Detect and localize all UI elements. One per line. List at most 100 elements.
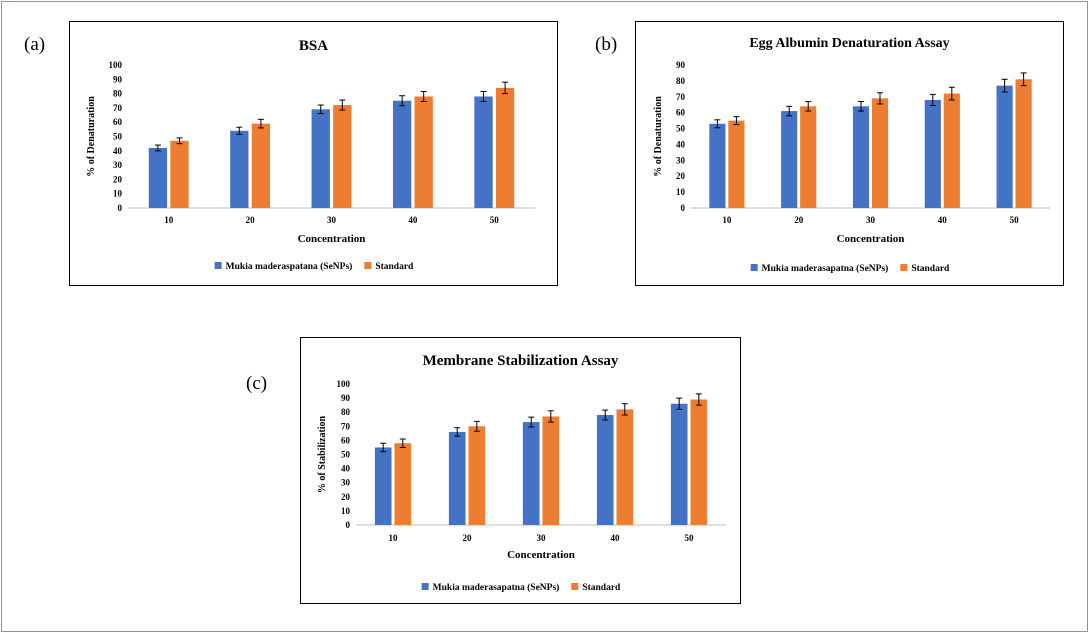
x-tick-label: 10 (164, 215, 174, 225)
bar (709, 123, 726, 208)
chart-title: Membrane Stabilization Assay (423, 353, 619, 369)
chart-svg: BSA 0 10 20 30 40 50 60 70 80 90 100 % of Denaturati… (86, 38, 535, 272)
x-tick-label: 40 (408, 215, 418, 225)
bar (542, 416, 560, 525)
y-tick-label: 20 (676, 171, 686, 181)
y-tick-label: 90 (113, 74, 123, 84)
bar (852, 106, 870, 208)
panel-label-c: (c) (246, 373, 268, 394)
legend-label: Standard (375, 262, 414, 272)
y-tick-label: 40 (113, 146, 123, 156)
y-axis-label: % of Stabilization (317, 415, 328, 493)
bar (522, 422, 540, 525)
legend-label: Mukia maderasapatna (SeNPs) (433, 582, 560, 593)
y-tick-label: 0 (118, 203, 123, 213)
y-tick-label: 20 (113, 174, 123, 184)
bar (800, 106, 817, 208)
y-tick-label: 100 (109, 60, 123, 70)
y-tick-label: 50 (341, 450, 351, 460)
legend-label: Mukia maderaspatana (SeNPs) (226, 261, 353, 272)
bar (495, 87, 515, 208)
y-tick-label: 50 (676, 124, 686, 134)
bar (924, 99, 941, 208)
x-tick-label: 40 (938, 215, 948, 225)
legend-swatch (750, 264, 758, 271)
legend: Mukia maderaspatana (SeNPs) Standard (214, 261, 414, 272)
y-tick-label: 100 (337, 379, 351, 389)
x-tick-label: 40 (611, 533, 621, 543)
panel-label-a: (a) (24, 34, 46, 55)
y-tick-label: 60 (113, 117, 123, 127)
bar (616, 409, 634, 525)
bar (394, 443, 412, 525)
y-tick-label: 50 (113, 132, 123, 142)
legend-swatch (900, 264, 908, 271)
panel-label-b: (b) (595, 34, 618, 55)
x-tick-label: 20 (246, 215, 256, 225)
legend-swatch (571, 583, 579, 590)
legend-label: Mukia maderasapatna (SeNPs) (762, 263, 889, 274)
bar (690, 399, 708, 525)
x-tick-label: 20 (794, 215, 804, 225)
x-tick-label: 10 (722, 215, 732, 225)
chart-svg: Membrane Stabilization Assay 0 10 20 30 40 50 6… (317, 353, 726, 593)
y-tick-label: 70 (676, 92, 686, 102)
x-tick-label: 50 (490, 215, 500, 225)
legend-swatch (214, 262, 222, 269)
bar (781, 111, 798, 208)
y-tick-label: 10 (676, 187, 686, 197)
y-tick-label: 60 (676, 108, 686, 118)
x-tick-label: 30 (537, 533, 547, 543)
legend-swatch (364, 262, 372, 269)
y-tick-label: 70 (113, 103, 123, 113)
bar (392, 100, 412, 208)
chart-svg: Egg Albumin Denaturation Assay 0 10 20 30 40 5… (653, 36, 1050, 274)
bar (728, 120, 745, 208)
chart-egg-albumin: Egg Albumin Denaturation Assay 0 10 20 30 40 5… (635, 21, 1064, 286)
bar (148, 147, 168, 208)
y-tick-label: 40 (341, 464, 351, 474)
y-tick-label: 40 (676, 139, 686, 149)
x-tick-label: 50 (685, 533, 695, 543)
y-tick-label: 10 (341, 506, 351, 516)
bar (448, 431, 466, 525)
bar (943, 93, 960, 208)
bar (170, 140, 189, 208)
legend-swatch (421, 583, 429, 590)
bar (230, 130, 249, 208)
y-tick-label: 0 (346, 520, 351, 530)
x-tick-label: 10 (389, 533, 399, 543)
bar (333, 105, 352, 208)
x-tick-label: 30 (866, 215, 876, 225)
y-tick-label: 0 (681, 203, 686, 213)
legend-label: Standard (582, 583, 621, 593)
x-tick-label: 50 (1010, 215, 1020, 225)
bar (468, 426, 486, 525)
bar (251, 123, 271, 208)
bar (414, 96, 433, 208)
y-tick-label: 30 (113, 160, 123, 170)
bar (871, 98, 889, 208)
x-tick-label: 20 (463, 533, 473, 543)
y-tick-label: 80 (676, 76, 686, 86)
chart-membrane-stabilization: Membrane Stabilization Assay 0 10 20 30 40 50 6… (300, 337, 741, 604)
legend: Mukia maderasapatna (SeNPs) Standard (421, 582, 621, 593)
x-tick-label: 30 (327, 215, 337, 225)
chart-title: BSA (299, 38, 328, 54)
bar (1015, 79, 1032, 208)
bar (311, 109, 330, 208)
y-tick-label: 30 (341, 478, 351, 488)
y-tick-label: 80 (113, 89, 123, 99)
y-tick-label: 70 (341, 421, 351, 431)
chart-bsa: BSA 0 10 20 30 40 50 60 70 80 90 100 % of Denaturati… (69, 21, 558, 286)
bar (374, 447, 392, 525)
y-tick-label: 80 (341, 407, 351, 417)
y-tick-label: 20 (341, 492, 351, 502)
x-axis-label: Concentration (507, 549, 575, 561)
bar (596, 415, 614, 525)
y-axis-label: % of Denaturation (86, 96, 97, 177)
legend: Mukia maderasapatna (SeNPs) Standard (750, 263, 950, 274)
x-axis-label: Concentration (837, 233, 905, 245)
y-tick-label: 90 (676, 60, 686, 70)
